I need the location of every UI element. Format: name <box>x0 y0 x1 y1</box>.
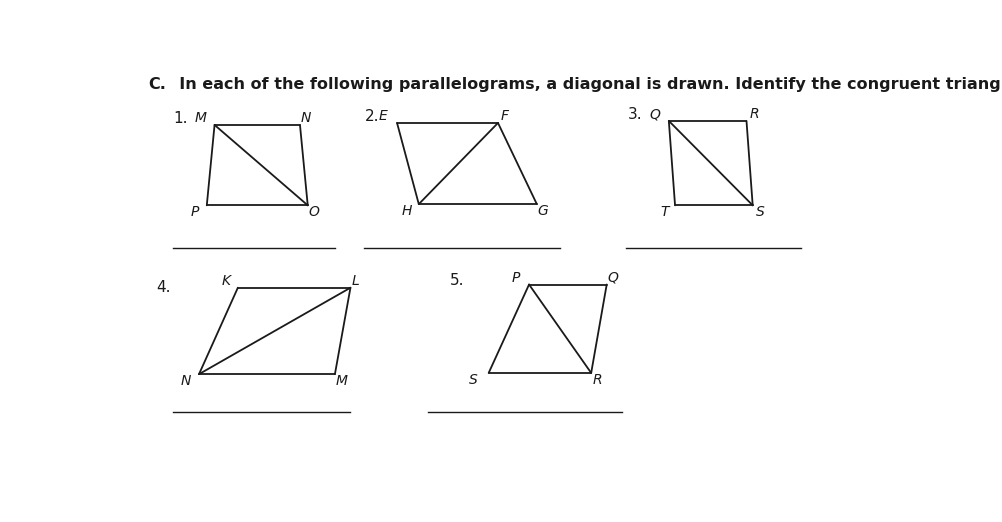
Text: L: L <box>352 274 360 288</box>
Text: E: E <box>379 109 388 123</box>
Text: H: H <box>401 204 412 218</box>
Text: R: R <box>592 373 602 387</box>
Text: M: M <box>335 374 347 388</box>
Text: T: T <box>660 205 669 219</box>
Text: 4.: 4. <box>156 280 170 295</box>
Text: R: R <box>749 107 760 121</box>
Text: Q: Q <box>607 271 618 284</box>
Text: S: S <box>757 205 765 219</box>
Text: M: M <box>194 111 206 125</box>
Text: 3.: 3. <box>627 106 642 122</box>
Text: K: K <box>221 274 230 288</box>
Text: Q: Q <box>649 107 660 121</box>
Text: O: O <box>309 205 320 219</box>
Text: S: S <box>469 373 478 387</box>
Text: G: G <box>538 204 548 218</box>
Text: C.: C. <box>148 77 166 92</box>
Text: N: N <box>180 374 191 388</box>
Text: P: P <box>512 271 520 284</box>
Text: N: N <box>301 111 312 125</box>
Text: 5.: 5. <box>450 274 464 288</box>
Text: 1.: 1. <box>173 111 188 126</box>
Text: In each of the following parallelograms, a diagonal is drawn. Identify the congr: In each of the following parallelograms,… <box>168 77 1002 92</box>
Text: 2.: 2. <box>365 109 379 124</box>
Text: P: P <box>191 205 199 219</box>
Text: F: F <box>500 109 508 123</box>
